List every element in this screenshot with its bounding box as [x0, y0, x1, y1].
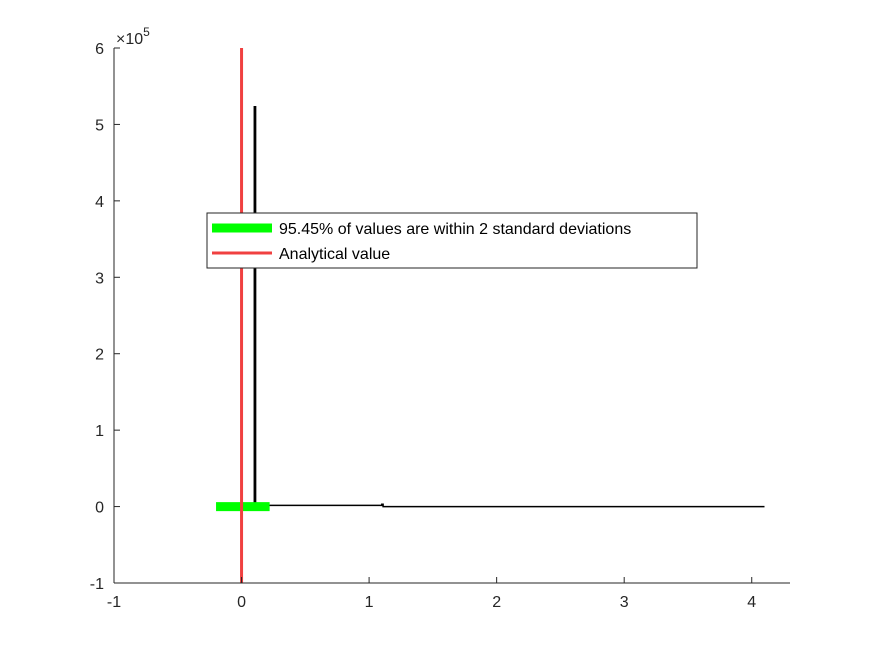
y-tick-label: 0 — [95, 500, 104, 517]
legend-box — [206, 212, 698, 269]
x-tick-label: 1 — [365, 594, 374, 611]
x-tick-label: 2 — [492, 594, 501, 611]
axes: -1 0 1 2 3 4 -1 0 1 2 3 4 5 6 ×105 — [90, 25, 790, 611]
y-tick-label: 5 — [95, 117, 104, 134]
y-tick-label: 1 — [95, 423, 104, 440]
y-exponent-label: ×105 — [116, 25, 150, 48]
y-tick-label: 6 — [95, 41, 104, 58]
legend: 95.45% of values are within 2 standard d… — [206, 212, 698, 269]
y-tick-label: 2 — [95, 347, 104, 364]
histogram-series — [253, 106, 765, 508]
y-tick-label: 4 — [95, 194, 104, 211]
y-tick-label: 3 — [95, 270, 104, 287]
y-tick-label: -1 — [90, 576, 104, 593]
x-tick-label: 0 — [237, 594, 246, 611]
x-tick-label: 4 — [747, 594, 756, 611]
legend-label-interval: 95.45% of values are within 2 standard d… — [279, 221, 631, 238]
x-tick-label: 3 — [620, 594, 629, 611]
plot-area — [216, 48, 765, 583]
x-tick-label: -1 — [107, 594, 121, 611]
legend-label-analytical: Analytical value — [279, 246, 390, 263]
